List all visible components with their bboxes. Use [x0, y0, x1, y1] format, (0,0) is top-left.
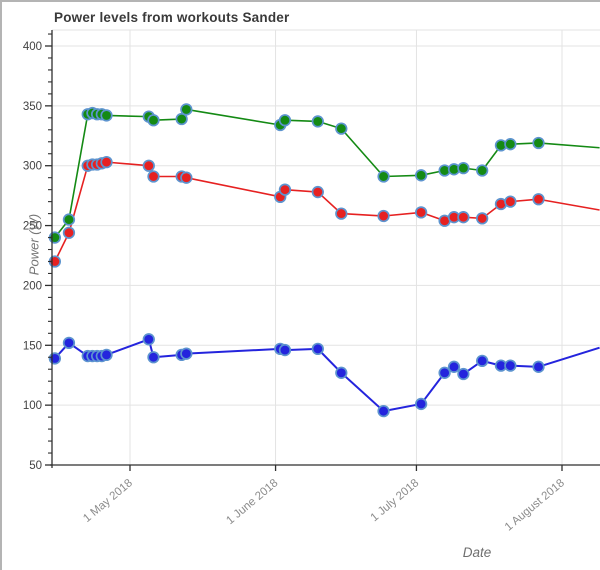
series-green-point[interactable]: [180, 103, 193, 116]
series-blue-point[interactable]: [438, 366, 451, 379]
series-green-point[interactable]: [335, 122, 348, 135]
series-green-point[interactable]: [414, 169, 428, 182]
series-green-point[interactable]: [377, 170, 390, 183]
series-red-point[interactable]: [335, 207, 348, 220]
series-blue-point[interactable]: [180, 347, 193, 360]
series-blue-point[interactable]: [48, 352, 62, 365]
series-blue-point[interactable]: [147, 351, 160, 364]
series-red-point[interactable]: [476, 212, 489, 225]
series-blue-point[interactable]: [476, 354, 489, 367]
series-red-point[interactable]: [278, 183, 292, 196]
series-blue-point[interactable]: [414, 397, 428, 411]
series-blue-line: [54, 338, 600, 413]
series-blue-point[interactable]: [532, 360, 545, 373]
series-blue-point[interactable]: [377, 404, 390, 418]
series-green-point[interactable]: [476, 164, 489, 177]
series-red-line: [54, 161, 600, 262]
y-tick-label: 100: [23, 400, 42, 412]
series-blue-point[interactable]: [311, 342, 324, 356]
series-green-point[interactable]: [100, 109, 113, 122]
y-tick-label: 350: [23, 101, 42, 113]
series-red-point[interactable]: [142, 159, 155, 172]
series-blue-point[interactable]: [62, 336, 76, 350]
chart-title: Power levels from workouts Sander: [54, 10, 290, 25]
series-blue-point[interactable]: [335, 366, 348, 379]
series-green-point[interactable]: [311, 115, 324, 128]
series-green-point[interactable]: [147, 114, 160, 127]
series-green-line: [54, 108, 600, 239]
series-red-point[interactable]: [180, 171, 193, 184]
x-tick-label: 1 June 2018: [224, 477, 280, 527]
series-red-point[interactable]: [147, 170, 160, 183]
y-tick-label: 200: [23, 280, 42, 292]
y-tick-label: 250: [23, 221, 42, 233]
x-tick-label: 1 August 2018: [503, 477, 567, 533]
series-green-point[interactable]: [504, 138, 517, 151]
series-green-point[interactable]: [62, 213, 76, 226]
series-red-point[interactable]: [414, 206, 428, 219]
x-tick-label: 1 May 2018: [81, 477, 135, 525]
series-red-point[interactable]: [377, 209, 390, 223]
series-green-point[interactable]: [278, 114, 292, 127]
y-axis-title: Power (W): [26, 213, 42, 276]
y-tick-label: 400: [23, 41, 42, 53]
series-red-point[interactable]: [62, 226, 76, 239]
series-red-point[interactable]: [532, 193, 545, 206]
series-blue-point[interactable]: [278, 343, 292, 357]
x-tick-label: 1 July 2018: [369, 477, 422, 524]
x-axis-title: Date: [462, 545, 492, 560]
series-red-point[interactable]: [311, 185, 324, 199]
series-green-point[interactable]: [175, 112, 188, 126]
series-red-point[interactable]: [100, 155, 113, 169]
series-blue-point[interactable]: [142, 333, 155, 346]
series-red-point[interactable]: [457, 211, 470, 224]
series-red-point[interactable]: [504, 195, 517, 208]
series-blue-point[interactable]: [447, 360, 461, 373]
series-blue-point[interactable]: [100, 348, 113, 362]
series-green-point[interactable]: [457, 161, 470, 175]
series-blue-point[interactable]: [457, 367, 470, 381]
series-green-point[interactable]: [532, 136, 545, 150]
y-tick-label: 50: [29, 460, 42, 472]
y-tick-label: 300: [23, 161, 42, 173]
series-blue-point[interactable]: [504, 359, 517, 372]
y-tick-label: 150: [23, 340, 42, 352]
